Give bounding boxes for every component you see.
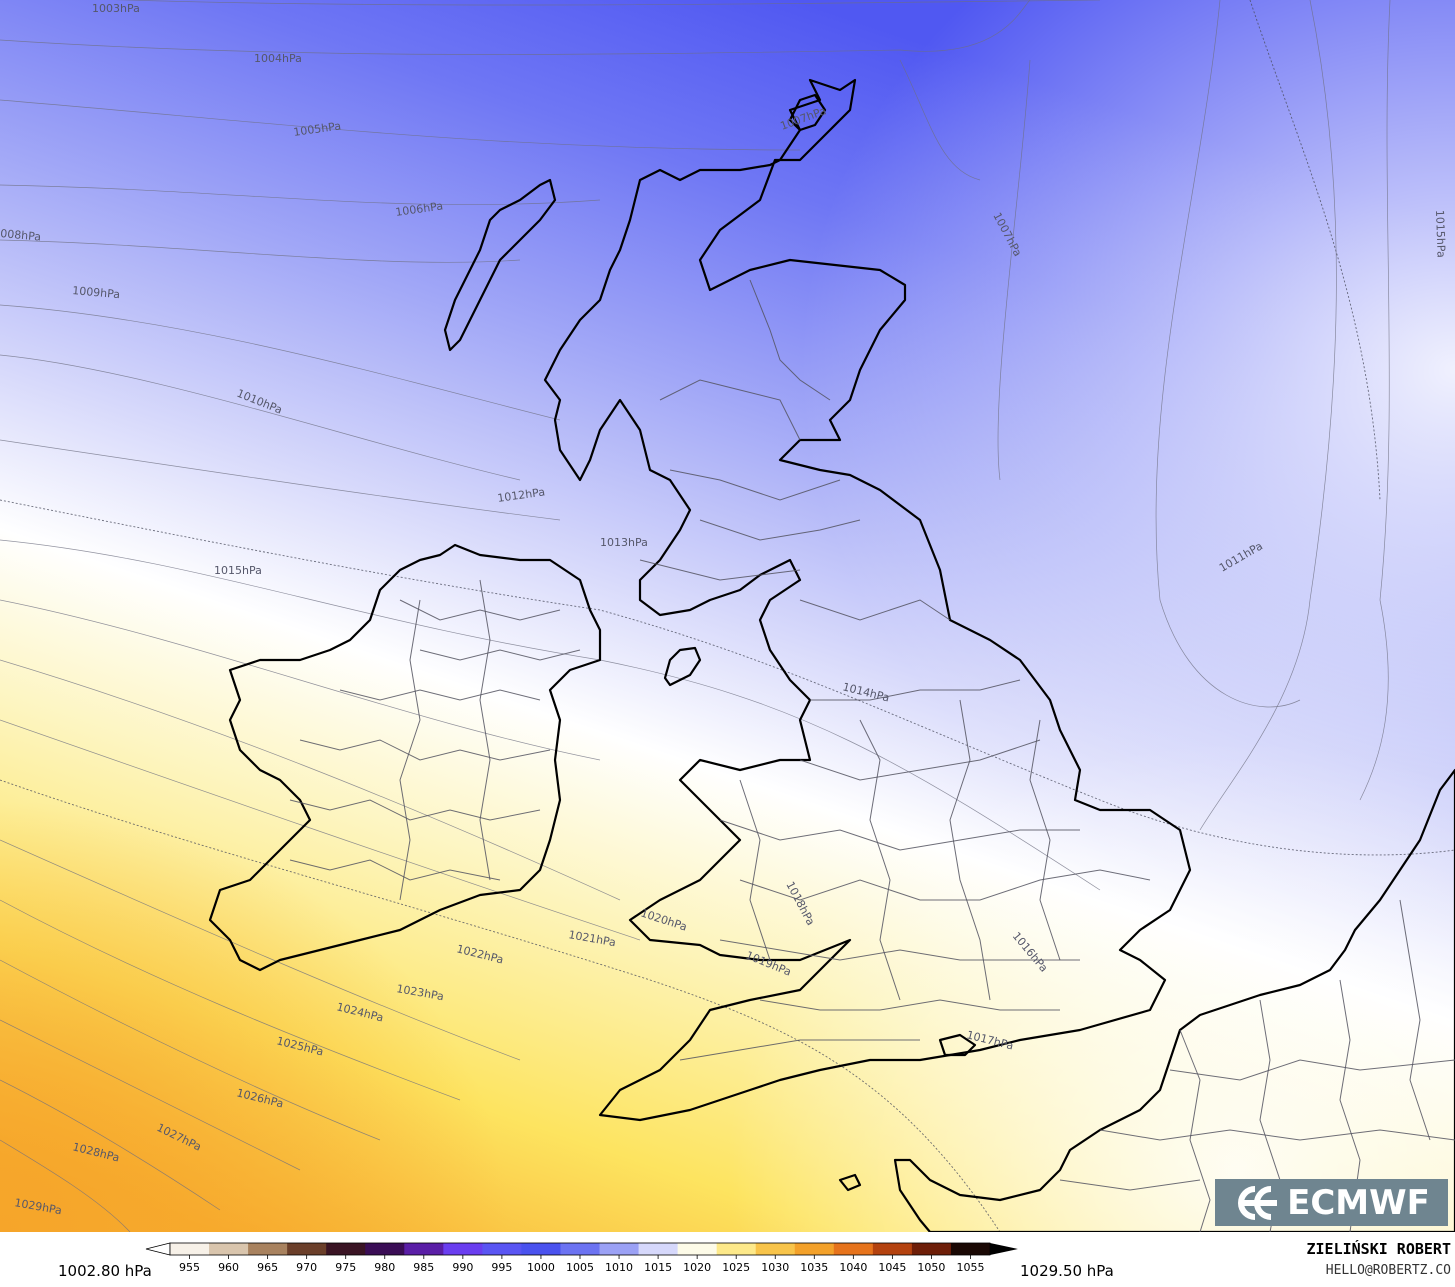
colorbar-cell — [365, 1243, 405, 1255]
map-canvas: 1003hPa 1004hPa 1005hPa 1006hPa 1007hPa … — [0, 0, 1455, 1232]
isobar-lines — [0, 0, 1455, 1232]
colorbar-cell — [404, 1243, 444, 1255]
pressure-map: 1003hPa 1004hPa 1005hPa 1006hPa 1007hPa … — [0, 0, 1455, 1232]
colorbar-ticks: 955 960 965 970 975 980 985 990 995 1000 1005 1010 1… — [179, 1255, 984, 1274]
isobar-label: 008hPa — [0, 227, 42, 244]
colorbar-tick-label: 955 — [179, 1261, 200, 1274]
colorbar-cell — [599, 1243, 640, 1255]
isobar-label: 1013hPa — [600, 536, 648, 549]
colorbar-cell — [248, 1243, 288, 1255]
isobar-label: 1003hPa — [92, 2, 140, 15]
colorbar-cell — [287, 1243, 327, 1255]
author-email: HELLO@ROBERTZ.CO — [1325, 1263, 1451, 1278]
great-britain-coast — [543, 78, 1192, 1122]
coastlines — [208, 78, 1455, 1232]
colorbar-tick-label: 975 — [335, 1261, 356, 1274]
colorbar-cell — [521, 1243, 561, 1255]
colorbar-cell — [638, 1243, 679, 1255]
colorbar-panel: 1002.80 hPa 955 960 965 970 975 980 985 990 995 1… — [0, 1232, 1455, 1287]
colorbar-tick-label: 1055 — [956, 1261, 984, 1274]
colorbar-cap-low — [145, 1242, 171, 1256]
max-pressure-label: 1029.50 hPa — [1020, 1262, 1114, 1280]
colorbar-tick-label: 1045 — [878, 1261, 906, 1274]
colorbar-tick-label: 980 — [374, 1261, 395, 1274]
colorbar-tick-label: 960 — [218, 1261, 239, 1274]
colorbar-tick-label: 1015 — [644, 1261, 672, 1274]
colorbar-cell — [677, 1243, 718, 1255]
isobar-label: 1004hPa — [254, 52, 302, 65]
colorbar-cell — [755, 1243, 796, 1255]
colorbar-cell — [209, 1243, 249, 1255]
colorbar-tick-label: 990 — [452, 1261, 473, 1274]
pressure-field-southwest — [0, 0, 1455, 1232]
colorbar-cells — [145, 1242, 1018, 1256]
colorbar-cell — [911, 1243, 952, 1255]
colorbar-tick-label: 985 — [413, 1261, 434, 1274]
channel-island-coast — [838, 1173, 862, 1192]
orkney-coast — [788, 93, 827, 132]
colorbar-tick-label: 1020 — [683, 1261, 711, 1274]
colorbar-cell — [950, 1243, 991, 1255]
isobar-label: 1015hPa — [214, 564, 262, 577]
colorbar-cell — [833, 1243, 874, 1255]
outer-hebrides-coast — [443, 178, 557, 352]
colorbar-cell — [326, 1243, 366, 1255]
colorbar-tick-label: 1000 — [527, 1261, 555, 1274]
colorbar-tick-label: 970 — [296, 1261, 317, 1274]
isobar-label: 1009hPa — [72, 284, 121, 301]
author-name: ZIELIŃSKI ROBERT — [1306, 1240, 1452, 1258]
min-pressure-label: 1002.80 hPa — [58, 1262, 152, 1280]
continent-coast — [893, 768, 1455, 1232]
ecmwf-logo: ECMWF — [1215, 1179, 1448, 1226]
isobar-label: 1015hPa — [1433, 210, 1448, 258]
colorbar-cell — [794, 1243, 835, 1255]
colorbar-cell — [872, 1243, 913, 1255]
ecmwf-logo-text: ECMWF — [1287, 1182, 1430, 1223]
colorbar-tick-label: 965 — [257, 1261, 278, 1274]
ireland-coast — [208, 543, 602, 972]
ecmwf-logo-icon — [1238, 1185, 1278, 1220]
colorbar-cell — [443, 1243, 483, 1255]
colorbar-tick-label: 1050 — [917, 1261, 945, 1274]
isle-of-man-coast — [663, 646, 702, 687]
colorbar-tick-label: 1035 — [800, 1261, 828, 1274]
colorbar-tick-label: 995 — [491, 1261, 512, 1274]
colorbar-tick-label: 1040 — [839, 1261, 867, 1274]
isle-of-wight-coast — [938, 1033, 977, 1057]
colorbar: 955 960 965 970 975 980 985 990 995 1000 1005 1010 1… — [145, 1242, 1018, 1274]
colorbar-cell — [560, 1243, 601, 1255]
colorbar-cap-high — [990, 1243, 1018, 1255]
colorbar-tick-label: 1025 — [722, 1261, 750, 1274]
colorbar-tick-label: 1005 — [566, 1261, 594, 1274]
colorbar-cell — [716, 1243, 757, 1255]
colorbar-cell — [482, 1243, 522, 1255]
colorbar-tick-label: 1030 — [761, 1261, 789, 1274]
colorbar-tick-label: 1010 — [605, 1261, 633, 1274]
colorbar-cell — [170, 1243, 210, 1255]
